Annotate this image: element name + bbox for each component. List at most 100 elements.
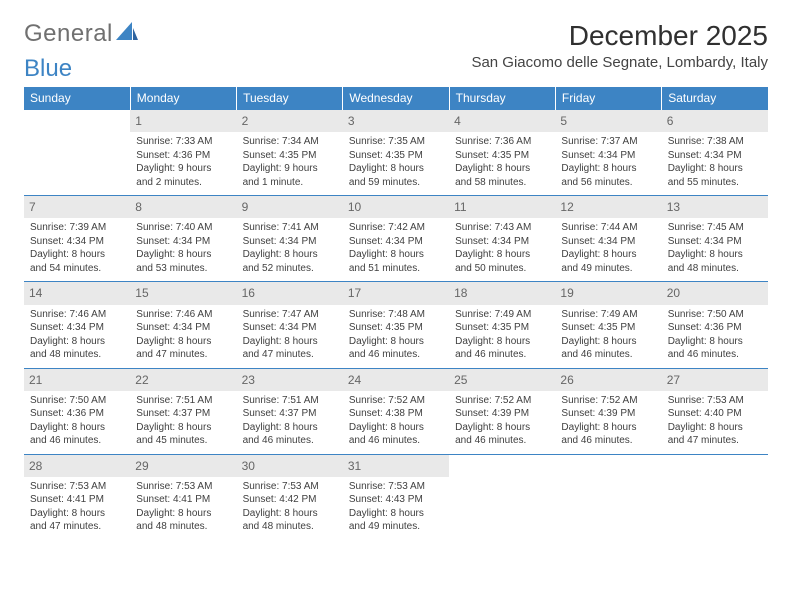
month-title: December 2025 bbox=[471, 20, 768, 52]
day-details: Sunrise: 7:46 AMSunset: 4:34 PMDaylight:… bbox=[136, 308, 230, 362]
calendar-row: 7Sunrise: 7:39 AMSunset: 4:34 PMDaylight… bbox=[24, 196, 768, 282]
day-number: 11 bbox=[449, 196, 555, 218]
day-details: Sunrise: 7:45 AMSunset: 4:34 PMDaylight:… bbox=[668, 221, 762, 275]
calendar-cell: 14Sunrise: 7:46 AMSunset: 4:34 PMDayligh… bbox=[24, 282, 130, 368]
day-number: 30 bbox=[237, 455, 343, 477]
day-number: 2 bbox=[237, 110, 343, 132]
day-details: Sunrise: 7:51 AMSunset: 4:37 PMDaylight:… bbox=[243, 394, 337, 448]
day-details: Sunrise: 7:42 AMSunset: 4:34 PMDaylight:… bbox=[349, 221, 443, 275]
day-details: Sunrise: 7:52 AMSunset: 4:38 PMDaylight:… bbox=[349, 394, 443, 448]
day-number: 13 bbox=[662, 196, 768, 218]
calendar-cell: 4 Sunrise: 7:36 AMSunset: 4:35 PMDaylight… bbox=[449, 110, 555, 196]
calendar-cell: 23 Sunrise: 7:51 AMSunset: 4:37 PMDayligh… bbox=[237, 368, 343, 454]
day-number: 6 bbox=[662, 110, 768, 132]
day-number: 15 bbox=[130, 282, 236, 304]
calendar-cell bbox=[662, 454, 768, 540]
calendar-cell: 19Sunrise: 7:49 AMSunset: 4:35 PMDayligh… bbox=[555, 282, 661, 368]
day-details: Sunrise: 7:51 AMSunset: 4:37 PMDaylight:… bbox=[136, 394, 230, 448]
day-details: Sunrise: 7:36 AMSunset: 4:35 PMDaylight:… bbox=[455, 135, 549, 189]
calendar-cell: 20 Sunrise: 7:50 AMSunset: 4:36 PMDayligh… bbox=[662, 282, 768, 368]
day-details: Sunrise: 7:41 AMSunset: 4:34 PMDaylight:… bbox=[243, 221, 337, 275]
day-number: 20 bbox=[662, 282, 768, 304]
day-details: Sunrise: 7:52 AMSunset: 4:39 PMDaylight:… bbox=[561, 394, 655, 448]
day-number: 25 bbox=[449, 369, 555, 391]
day-number: 26 bbox=[555, 369, 661, 391]
day-header: Wednesday bbox=[343, 87, 449, 110]
day-number: 23 bbox=[237, 369, 343, 391]
calendar-cell: 10 Sunrise: 7:42 AMSunset: 4:34 PMDayligh… bbox=[343, 196, 449, 282]
calendar-cell: 17 Sunrise: 7:48 AMSunset: 4:35 PMDayligh… bbox=[343, 282, 449, 368]
calendar-cell: 15 Sunrise: 7:46 AMSunset: 4:34 PMDayligh… bbox=[130, 282, 236, 368]
calendar-table: Sunday Monday Tuesday Wednesday Thursday… bbox=[24, 87, 768, 540]
day-number: 29 bbox=[130, 455, 236, 477]
day-details: Sunrise: 7:50 AMSunset: 4:36 PMDaylight:… bbox=[668, 308, 762, 362]
day-number: 24 bbox=[343, 369, 449, 391]
logo-text-b: Blue bbox=[24, 55, 768, 83]
calendar-cell bbox=[449, 454, 555, 540]
day-details: Sunrise: 7:52 AMSunset: 4:39 PMDaylight:… bbox=[455, 394, 549, 448]
calendar-cell: 22 Sunrise: 7:51 AMSunset: 4:37 PMDayligh… bbox=[130, 368, 236, 454]
calendar-cell: 9 Sunrise: 7:41 AMSunset: 4:34 PMDaylight… bbox=[237, 196, 343, 282]
day-number: 1 bbox=[130, 110, 236, 132]
calendar-cell: 6 Sunrise: 7:38 AMSunset: 4:34 PMDaylight… bbox=[662, 110, 768, 196]
calendar-cell: 31Sunrise: 7:53 AMSunset: 4:43 PMDayligh… bbox=[343, 454, 449, 540]
day-details: Sunrise: 7:53 AMSunset: 4:43 PMDaylight:… bbox=[349, 480, 443, 534]
day-number: 21 bbox=[24, 369, 130, 391]
day-number: 10 bbox=[343, 196, 449, 218]
day-details: Sunrise: 7:34 AMSunset: 4:35 PMDaylight:… bbox=[243, 135, 337, 189]
logo-sail-icon bbox=[116, 22, 138, 42]
calendar-cell: 25 Sunrise: 7:52 AMSunset: 4:39 PMDayligh… bbox=[449, 368, 555, 454]
day-details: Sunrise: 7:47 AMSunset: 4:34 PMDaylight:… bbox=[243, 308, 337, 362]
day-number: 7 bbox=[24, 196, 130, 218]
calendar-cell: 2 Sunrise: 7:34 AMSunset: 4:35 PMDaylight… bbox=[237, 110, 343, 196]
calendar-row: 14 Sunrise: 7:46 AMSunset: 4:34 PMDayligh… bbox=[24, 282, 768, 368]
day-details: Sunrise: 7:33 AMSunset: 4:36 PMDaylight:… bbox=[136, 135, 230, 189]
calendar-row: 21 Sunrise: 7:50 AMSunset: 4:36 PMDayligh… bbox=[24, 368, 768, 454]
day-details: Sunrise: 7:53 AMSunset: 4:41 PMDaylight:… bbox=[30, 480, 124, 534]
day-header: Sunday bbox=[24, 87, 130, 110]
day-number: 16 bbox=[237, 282, 343, 304]
calendar-cell: 7Sunrise: 7:39 AMSunset: 4:34 PMDaylight… bbox=[24, 196, 130, 282]
day-number: 3 bbox=[343, 110, 449, 132]
calendar-cell bbox=[24, 110, 130, 196]
calendar-cell: 16 Sunrise: 7:47 AMSunset: 4:34 PMDayligh… bbox=[237, 282, 343, 368]
day-details: Sunrise: 7:40 AMSunset: 4:34 PMDaylight:… bbox=[136, 221, 230, 275]
calendar-cell: 27 Sunrise: 7:53 AMSunset: 4:40 PMDayligh… bbox=[662, 368, 768, 454]
day-header: Friday bbox=[555, 87, 661, 110]
day-number: 12 bbox=[555, 196, 661, 218]
calendar-cell: 30Sunrise: 7:53 AMSunset: 4:42 PMDayligh… bbox=[237, 454, 343, 540]
calendar-cell: 11 Sunrise: 7:43 AMSunset: 4:34 PMDayligh… bbox=[449, 196, 555, 282]
day-header: Saturday bbox=[662, 87, 768, 110]
day-number: 9 bbox=[237, 196, 343, 218]
day-details: Sunrise: 7:49 AMSunset: 4:35 PMDaylight:… bbox=[455, 308, 549, 362]
day-number: 17 bbox=[343, 282, 449, 304]
day-details: Sunrise: 7:49 AMSunset: 4:35 PMDaylight:… bbox=[561, 308, 655, 362]
day-details: Sunrise: 7:53 AMSunset: 4:41 PMDaylight:… bbox=[136, 480, 230, 534]
logo: General bbox=[24, 20, 138, 48]
day-details: Sunrise: 7:38 AMSunset: 4:34 PMDaylight:… bbox=[668, 135, 762, 189]
day-number: 14 bbox=[24, 282, 130, 304]
day-number: 8 bbox=[130, 196, 236, 218]
day-details: Sunrise: 7:48 AMSunset: 4:35 PMDaylight:… bbox=[349, 308, 443, 362]
calendar-cell: 3 Sunrise: 7:35 AMSunset: 4:35 PMDaylight… bbox=[343, 110, 449, 196]
calendar-cell: 8 Sunrise: 7:40 AMSunset: 4:34 PMDaylight… bbox=[130, 196, 236, 282]
calendar-cell: 26 Sunrise: 7:52 AMSunset: 4:39 PMDayligh… bbox=[555, 368, 661, 454]
day-number: 4 bbox=[449, 110, 555, 132]
day-number: 22 bbox=[130, 369, 236, 391]
calendar-cell bbox=[555, 454, 661, 540]
calendar-row: 1 Sunrise: 7:33 AMSunset: 4:36 PMDaylight… bbox=[24, 110, 768, 196]
day-details: Sunrise: 7:50 AMSunset: 4:36 PMDaylight:… bbox=[30, 394, 124, 448]
calendar-cell: 21 Sunrise: 7:50 AMSunset: 4:36 PMDayligh… bbox=[24, 368, 130, 454]
day-header: Tuesday bbox=[237, 87, 343, 110]
logo-text-a: General bbox=[24, 20, 113, 48]
day-number: 27 bbox=[662, 369, 768, 391]
calendar-cell: 13 Sunrise: 7:45 AMSunset: 4:34 PMDayligh… bbox=[662, 196, 768, 282]
calendar-cell: 5Sunrise: 7:37 AMSunset: 4:34 PMDaylight… bbox=[555, 110, 661, 196]
day-number: 18 bbox=[449, 282, 555, 304]
calendar-row: 28Sunrise: 7:53 AMSunset: 4:41 PMDayligh… bbox=[24, 454, 768, 540]
day-details: Sunrise: 7:37 AMSunset: 4:34 PMDaylight:… bbox=[561, 135, 655, 189]
day-details: Sunrise: 7:53 AMSunset: 4:40 PMDaylight:… bbox=[668, 394, 762, 448]
day-details: Sunrise: 7:35 AMSunset: 4:35 PMDaylight:… bbox=[349, 135, 443, 189]
day-details: Sunrise: 7:44 AMSunset: 4:34 PMDaylight:… bbox=[561, 221, 655, 275]
day-details: Sunrise: 7:43 AMSunset: 4:34 PMDaylight:… bbox=[455, 221, 549, 275]
